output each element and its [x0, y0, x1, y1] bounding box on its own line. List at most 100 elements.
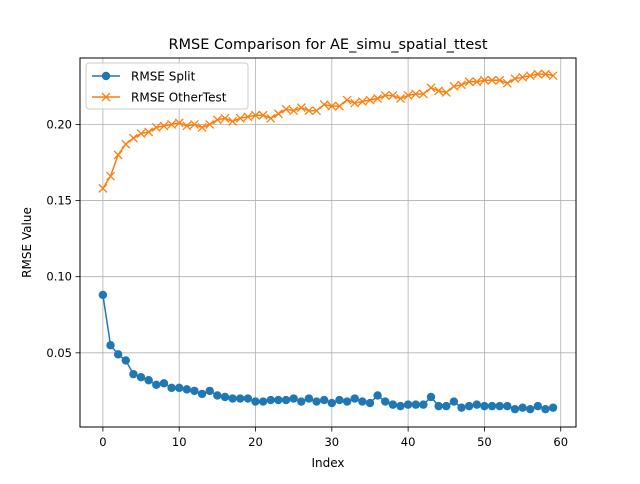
data-point-rmse-othertest-stroke: [518, 72, 528, 82]
data-point-rmse-othertest: [144, 127, 154, 137]
grid: [80, 58, 576, 427]
data-point-rmse-othertest: [457, 80, 466, 90]
data-point-rmse-othertest: [205, 119, 215, 129]
data-point-rmse-split: [503, 401, 512, 411]
data-point-rmse-othertest-stroke: [548, 71, 558, 81]
data-point-rmse-othertest-stroke: [350, 98, 360, 108]
x-tick-label: 30: [324, 435, 339, 449]
data-point-rmse-othertest-stroke: [289, 106, 299, 116]
data-point-rmse-othertest-stroke: [479, 75, 489, 85]
data-point-rmse-othertest-stroke: [281, 104, 291, 114]
legend-item: RMSE OtherTest: [92, 91, 227, 105]
data-point-rmse-othertest: [502, 78, 512, 88]
data-point-rmse-othertest: [365, 95, 375, 105]
data-point-rmse-split: [533, 401, 543, 411]
data-point-rmse-othertest-stroke: [365, 95, 375, 105]
data-point-rmse-othertest: [434, 86, 444, 96]
data-point-rmse-othertest-stroke: [457, 80, 466, 90]
data-point-rmse-othertest-stroke: [212, 115, 222, 125]
data-point-rmse-othertest-stroke: [205, 119, 215, 129]
data-point-rmse-split: [236, 394, 245, 403]
data-point-rmse-split: [220, 392, 230, 402]
data-point-rmse-othertest: [258, 110, 268, 120]
data-point-rmse-othertest-stroke: [380, 91, 390, 100]
data-point-rmse-split: [327, 398, 337, 408]
y-axis-label: RMSE Value: [20, 207, 34, 278]
series-layer: [98, 69, 558, 414]
data-point-rmse-othertest-stroke: [144, 127, 154, 137]
data-point-rmse-split: [304, 394, 314, 403]
data-point-rmse-split: [136, 373, 146, 382]
data-point-rmse-othertest-stroke: [525, 71, 535, 81]
data-point-rmse-othertest: [312, 106, 322, 116]
data-point-rmse-othertest: [350, 98, 360, 108]
data-point-rmse-othertest: [373, 94, 383, 103]
data-point-rmse-split: [266, 395, 275, 405]
data-point-rmse-othertest: [380, 91, 390, 100]
x-tick-label: 60: [553, 435, 568, 449]
data-point-rmse-othertest-stroke: [327, 101, 337, 111]
data-point-rmse-othertest-stroke: [373, 94, 383, 103]
data-point-rmse-split: [495, 401, 504, 411]
data-point-rmse-split: [159, 379, 169, 388]
data-point-rmse-othertest: [327, 101, 337, 111]
x-tick-label: 50: [477, 435, 492, 449]
data-point-rmse-othertest-stroke: [174, 118, 184, 128]
data-point-rmse-othertest-stroke: [113, 150, 123, 160]
chart-title: RMSE Comparison for AE_simu_spatial_ttes…: [168, 37, 487, 53]
data-point-rmse-split: [419, 400, 428, 409]
data-point-rmse-othertest-stroke: [502, 78, 512, 88]
data-point-rmse-othertest: [220, 113, 230, 123]
data-point-rmse-othertest-stroke: [121, 139, 131, 149]
x-tick-label: 10: [172, 435, 187, 449]
data-point-rmse-split: [106, 341, 115, 350]
data-point-rmse-othertest-stroke: [487, 75, 497, 85]
data-point-rmse-othertest: [98, 183, 108, 193]
data-point-rmse-split: [487, 401, 497, 411]
data-point-rmse-split: [464, 401, 474, 411]
data-point-rmse-othertest-stroke: [441, 87, 451, 97]
data-point-rmse-othertest-stroke: [159, 121, 169, 131]
x-axis-label: Index: [311, 456, 344, 470]
data-point-rmse-split: [297, 397, 306, 406]
data-point-rmse-split: [121, 356, 130, 365]
x-tick-label: 40: [401, 435, 416, 449]
data-point-rmse-split: [365, 398, 375, 408]
data-point-rmse-split: [434, 401, 443, 411]
data-point-rmse-othertest: [388, 91, 398, 100]
data-point-rmse-split: [358, 397, 367, 406]
data-point-rmse-othertest-stroke: [273, 109, 283, 119]
data-point-rmse-othertest: [518, 72, 528, 82]
series-rmse-split: [98, 290, 558, 414]
data-point-rmse-split: [335, 395, 344, 405]
data-point-rmse-split: [129, 369, 138, 379]
data-point-rmse-othertest-stroke: [334, 101, 344, 111]
legend-label: RMSE OtherTest: [131, 91, 227, 105]
data-point-rmse-othertest: [441, 87, 451, 97]
data-point-rmse-othertest: [319, 100, 329, 110]
data-point-rmse-split: [190, 386, 199, 396]
data-point-rmse-split: [205, 386, 214, 396]
data-point-rmse-othertest-stroke: [235, 113, 245, 123]
data-point-rmse-split: [175, 383, 184, 393]
data-point-rmse-othertest: [212, 115, 222, 125]
data-point-rmse-split: [449, 397, 459, 406]
data-point-rmse-othertest-stroke: [418, 89, 428, 99]
data-point-rmse-split: [480, 401, 489, 411]
data-point-rmse-othertest: [464, 77, 474, 87]
data-point-rmse-othertest: [472, 77, 482, 87]
data-point-rmse-split: [350, 394, 359, 403]
data-point-rmse-othertest: [525, 71, 535, 81]
data-point-rmse-split: [213, 391, 222, 400]
data-point-rmse-split: [98, 290, 108, 300]
data-point-rmse-split: [342, 397, 352, 406]
data-point-rmse-othertest-stroke: [319, 100, 329, 110]
data-point-rmse-split: [319, 395, 329, 405]
data-point-rmse-othertest: [289, 106, 299, 116]
data-point-rmse-othertest: [151, 122, 161, 132]
data-point-rmse-othertest: [411, 89, 421, 99]
data-point-rmse-split: [251, 397, 260, 406]
data-point-rmse-othertest: [228, 116, 238, 126]
data-point-rmse-othertest-stroke: [151, 122, 161, 132]
